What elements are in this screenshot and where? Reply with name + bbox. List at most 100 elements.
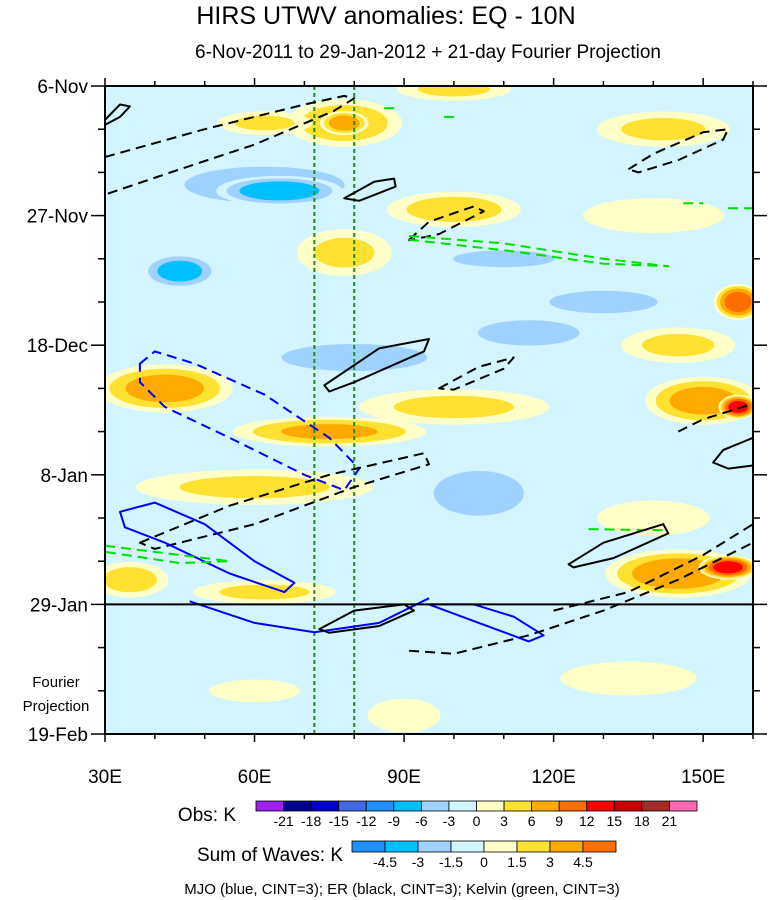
waves-colorbar-label: Sum of Waves: K: [197, 845, 343, 866]
field-anomaly-patch: [452, 250, 555, 268]
y-tick-label: 27-Nov: [27, 207, 89, 228]
waves-colorbar-swatch: [582, 840, 617, 853]
field-anomaly-patch: [728, 400, 748, 413]
field-anomaly-patch: [713, 561, 743, 574]
chart-subtitle: 6-Nov-2011 to 29-Jan-2012 + 21-day Fouri…: [195, 42, 661, 63]
obs-colorbar-swatch: [641, 800, 670, 812]
er-contour: [409, 541, 753, 655]
obs-colorbar-swatch: [338, 800, 367, 812]
projection-label-line2: Projection: [23, 698, 90, 715]
er-contour: [677, 402, 753, 433]
field-anomaly-patch: [549, 290, 658, 314]
field-anomaly-patch: [314, 237, 375, 268]
field-anomaly-patch: [596, 500, 710, 536]
field-anomaly-patch: [433, 470, 524, 516]
plot-area: [105, 86, 753, 734]
axes: 30E 60E 90E 120E 150E 6-Nov 27-Nov 18-Dec 8-Jan 2…: [27, 77, 767, 788]
obs-colorbar-swatch: [531, 800, 560, 812]
obs-colorbar-swatch: [669, 800, 698, 812]
x-tick-label: 60E: [238, 767, 272, 788]
er-contour: [627, 128, 730, 174]
field-anomaly-patch: [280, 424, 378, 440]
waves-colorbar-swatch: [516, 840, 551, 853]
x-tick-label: 90E: [387, 767, 421, 788]
field-anomaly-patch: [219, 584, 310, 600]
x-tick-label: 150E: [681, 767, 725, 788]
er-contour: [438, 356, 515, 391]
mjo-contour: [138, 350, 361, 492]
waves-colorbar-level-label: -1.5: [439, 854, 463, 870]
obs-colorbar-swatch: [420, 800, 450, 812]
waves-colorbar-level-label: 4.5: [573, 854, 593, 870]
er-contour: [138, 452, 430, 550]
legend-note: MJO (blue, CINT=3); ER (black, CINT=3); …: [184, 881, 620, 898]
chart-title: HIRS UTWV anomalies: EQ - 10N: [196, 2, 575, 30]
field-anomaly-patch: [157, 260, 203, 282]
field-anomaly-patch: [209, 679, 301, 703]
waves-colorbar-swatch: [351, 840, 386, 853]
field-anomaly-patch: [179, 475, 330, 499]
obs-colorbar-swatch: [503, 800, 533, 812]
obs-colorbar-swatch: [586, 800, 615, 812]
kelvin-contour: [588, 528, 669, 532]
mjo-contour: [119, 501, 296, 594]
obs-colorbar-level-label: 12: [579, 813, 595, 829]
er-contour: [553, 523, 753, 612]
obs-colorbar-swatch: [310, 800, 340, 812]
field-anomaly-patch: [417, 86, 490, 97]
er-contour: [105, 94, 356, 196]
obs-colorbar-level-label: 21: [662, 813, 678, 829]
field-anomaly-patch: [724, 291, 752, 313]
obs-colorbar-swatch: [448, 800, 477, 812]
obs-colorbar-level-label: -3: [443, 813, 456, 829]
obs-colorbar-level-label: 18: [634, 813, 650, 829]
obs-colorbar-level-label: -12: [356, 813, 376, 829]
y-tick-label: 8-Jan: [40, 466, 88, 487]
waves-colorbar-swatch: [483, 840, 518, 853]
obs-colorbar-swatch: [283, 800, 312, 812]
field-anomaly-patch: [367, 698, 441, 733]
waves-colorbar-level-label: 1.5: [507, 854, 527, 870]
field-anomaly-patch: [328, 115, 360, 131]
obs-colorbar-level-label: 6: [528, 813, 536, 829]
field-anomaly-patch: [239, 181, 320, 201]
colorbars: -21 -18 -15 -12 -9 -6 -3 0 3 6 9 12 15 18 21 -4.5 -3 -1.5…: [255, 800, 698, 870]
waves-colorbar-level-label: -3: [412, 854, 425, 870]
obs-colorbar-level-label: -9: [388, 813, 401, 829]
field-anomaly-patch: [393, 395, 515, 419]
mjo-contour: [189, 597, 430, 634]
er-contour: [343, 177, 397, 202]
obs-colorbar-swatch: [393, 800, 422, 812]
plot-frame: [104, 85, 754, 735]
waves-colorbar-swatch: [384, 840, 419, 853]
obs-colorbar-level-label: -15: [329, 813, 349, 829]
obs-colorbar-level-label: 0: [473, 813, 481, 829]
waves-colorbar-level-label: 0: [480, 854, 488, 870]
er-contour: [318, 603, 415, 634]
field-anomaly-patch: [560, 661, 697, 696]
field-anomaly-patch: [281, 344, 428, 372]
kelvin-contour: [408, 235, 670, 268]
obs-colorbar-swatch: [613, 800, 643, 812]
obs-colorbar-swatch: [476, 800, 505, 812]
obs-colorbar-swatch: [558, 800, 588, 812]
waves-colorbar-swatch: [417, 840, 452, 853]
obs-colorbar-level-label: 3: [500, 813, 508, 829]
field-anomaly-patch: [621, 118, 706, 141]
field-anomaly-patch: [234, 115, 295, 131]
kelvin-contour: [105, 544, 231, 565]
er-contour: [323, 338, 430, 393]
obs-colorbar-level-label: 9: [555, 813, 563, 829]
obs-colorbar-level-label: -21: [273, 813, 293, 829]
y-tick-label: 6-Nov: [37, 77, 88, 98]
obs-colorbar-label: Obs: K: [178, 805, 236, 826]
obs-colorbar-level-label: 15: [607, 813, 623, 829]
obs-colorbar-swatch: [365, 800, 395, 812]
er-contour: [567, 523, 670, 569]
waves-colorbar-level-label: -4.5: [373, 854, 397, 870]
field-anomaly-patch: [477, 320, 580, 346]
x-tick-label: 30E: [88, 767, 122, 788]
er-contour: [105, 103, 131, 126]
waves-colorbar-swatch: [450, 840, 485, 853]
y-tick-label: 29-Jan: [30, 595, 88, 616]
